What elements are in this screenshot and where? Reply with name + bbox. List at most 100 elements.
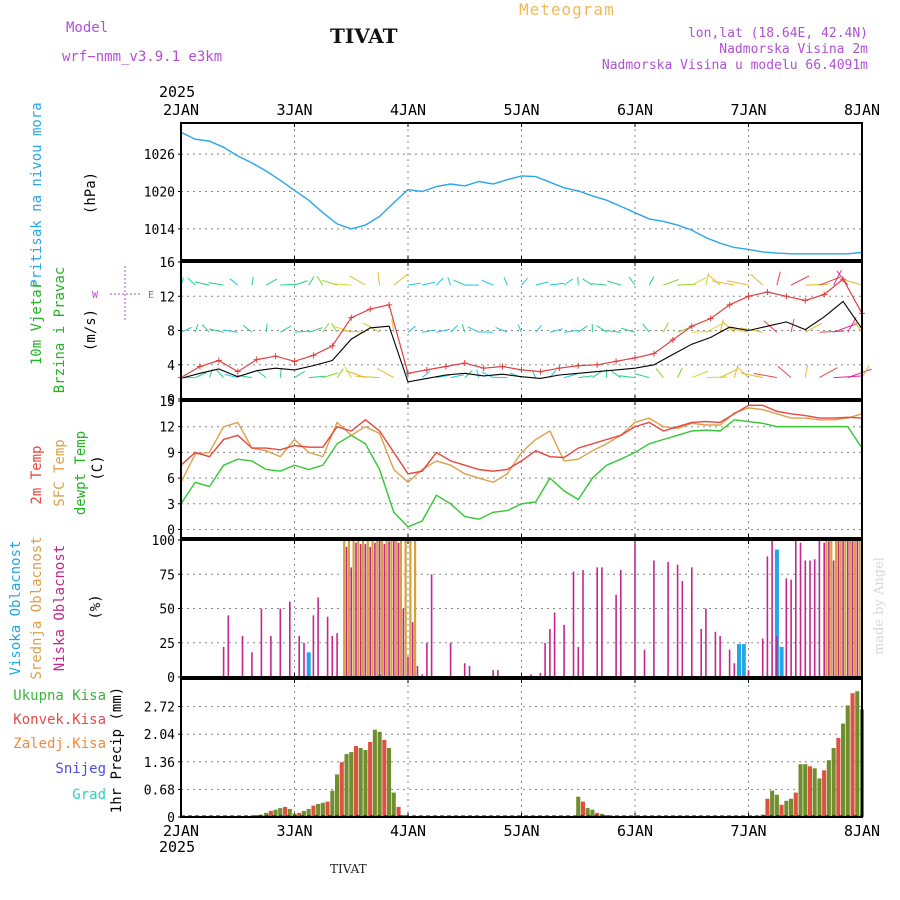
panel-frame <box>180 539 863 678</box>
cloud-bar <box>842 540 844 677</box>
wind-arrow <box>265 278 278 286</box>
precip-legend-item: Ukupna Kisa <box>13 688 106 704</box>
wind-arrow <box>407 282 421 286</box>
cloud-bar <box>795 540 797 677</box>
cloud-bar <box>714 631 717 677</box>
wind-arrow <box>481 371 494 379</box>
cloud-bar <box>596 567 598 677</box>
wind-arrow <box>376 367 395 379</box>
wind-arrow <box>436 374 451 379</box>
wind-arrow <box>790 275 810 286</box>
wind-arrow <box>521 277 529 286</box>
cloud-bar <box>222 646 225 677</box>
precip-bar <box>391 792 396 817</box>
cloud-bar <box>378 540 381 677</box>
cloud-bar <box>851 540 854 677</box>
cloud-bar <box>317 597 319 677</box>
precip-bar <box>585 808 590 817</box>
cloud-bar <box>374 542 376 677</box>
precip-bar <box>278 808 283 817</box>
cloud-bar <box>364 544 367 677</box>
cloud-bar <box>260 608 263 677</box>
cloud-bar <box>620 570 622 677</box>
cloud-bar <box>667 561 669 677</box>
y-tick-label: 9 <box>167 446 175 461</box>
wind-arrow <box>563 329 579 333</box>
wind-gust-marker <box>650 350 657 357</box>
y-tick-label: 0 <box>167 811 175 826</box>
wind-arrow <box>721 320 735 333</box>
wind-arrow <box>280 325 292 333</box>
wind-arrow <box>719 368 738 379</box>
precip-bar <box>793 792 798 817</box>
wind-gust-marker <box>707 315 714 322</box>
x-tick-label-bottom: 7JAN <box>730 822 766 840</box>
wind-arrow <box>619 375 636 379</box>
cloud-bar <box>298 635 300 677</box>
precip-bar <box>316 804 321 817</box>
precip-bar <box>372 729 377 817</box>
precip-bar <box>822 770 827 817</box>
precip-bar <box>798 764 803 817</box>
precip-bar <box>826 760 831 817</box>
wind-arrow <box>265 323 268 333</box>
wind-arrow <box>467 326 480 333</box>
cloud-bar <box>790 579 792 677</box>
wind-arrow <box>836 270 849 286</box>
precip-bar <box>387 748 392 817</box>
wind-arrow <box>279 368 282 378</box>
wind-speed-line <box>180 300 863 383</box>
cloud-bar <box>371 540 374 677</box>
wind-arrow <box>707 273 721 286</box>
precip-bar <box>368 741 373 817</box>
wind-arrow <box>805 283 829 286</box>
cloud-bar <box>369 546 371 677</box>
y-tick-label: 12 <box>159 290 175 305</box>
wind-compass-w: W <box>92 290 99 301</box>
cloud-bar <box>572 571 575 677</box>
y-tick-label: 100 <box>152 534 175 549</box>
wind-arrow <box>763 320 778 333</box>
cloud-bar <box>426 642 428 678</box>
y-tick-label: 2.72 <box>144 701 175 716</box>
wind-arrow <box>322 279 338 286</box>
x-tick-label-top: 5JAN <box>503 101 539 119</box>
model-label: Model <box>66 20 109 36</box>
precip-bar <box>306 808 311 817</box>
wind-arrow <box>322 372 338 379</box>
cloud-bar <box>634 542 636 677</box>
x-tick-label-bottom: 6JAN <box>617 822 653 840</box>
wind-arrow <box>481 279 494 286</box>
wind-gust-marker <box>537 368 544 375</box>
precip-bar <box>779 804 784 817</box>
wind-arrow <box>209 328 224 333</box>
x-tick-label-top: 7JAN <box>730 101 766 119</box>
cloud-bar <box>577 646 580 677</box>
wind-arrow <box>229 278 239 286</box>
precip-bar <box>803 764 808 817</box>
precip-unit: 1hr Precip (mm) <box>109 687 125 813</box>
cloud-bar <box>563 624 565 677</box>
wind-arrow <box>852 320 863 333</box>
precip-bar <box>774 794 779 817</box>
wind-arrow <box>592 370 603 379</box>
cloud-bar <box>615 594 617 677</box>
pressure-unit: (hPa) <box>83 172 99 214</box>
cloud-bar <box>830 540 833 677</box>
wind-arrow <box>549 328 564 333</box>
wind-arrow <box>342 330 366 333</box>
wind-arrow <box>393 274 408 286</box>
cloud-bar <box>449 642 452 678</box>
y-tick-label: 4 <box>167 359 175 374</box>
wind-arrow <box>391 319 395 333</box>
precip-bar <box>264 812 269 817</box>
wind-arrow <box>476 369 480 378</box>
precip-bar <box>845 705 850 817</box>
cloud-bar <box>856 540 859 677</box>
cloud-bar <box>844 540 847 677</box>
precip-bar <box>320 802 325 817</box>
wind-gust-marker <box>480 365 487 372</box>
cloud-bar <box>774 549 779 677</box>
wind-arrow <box>605 330 621 333</box>
x-tick-label-top: 4JAN <box>390 101 426 119</box>
